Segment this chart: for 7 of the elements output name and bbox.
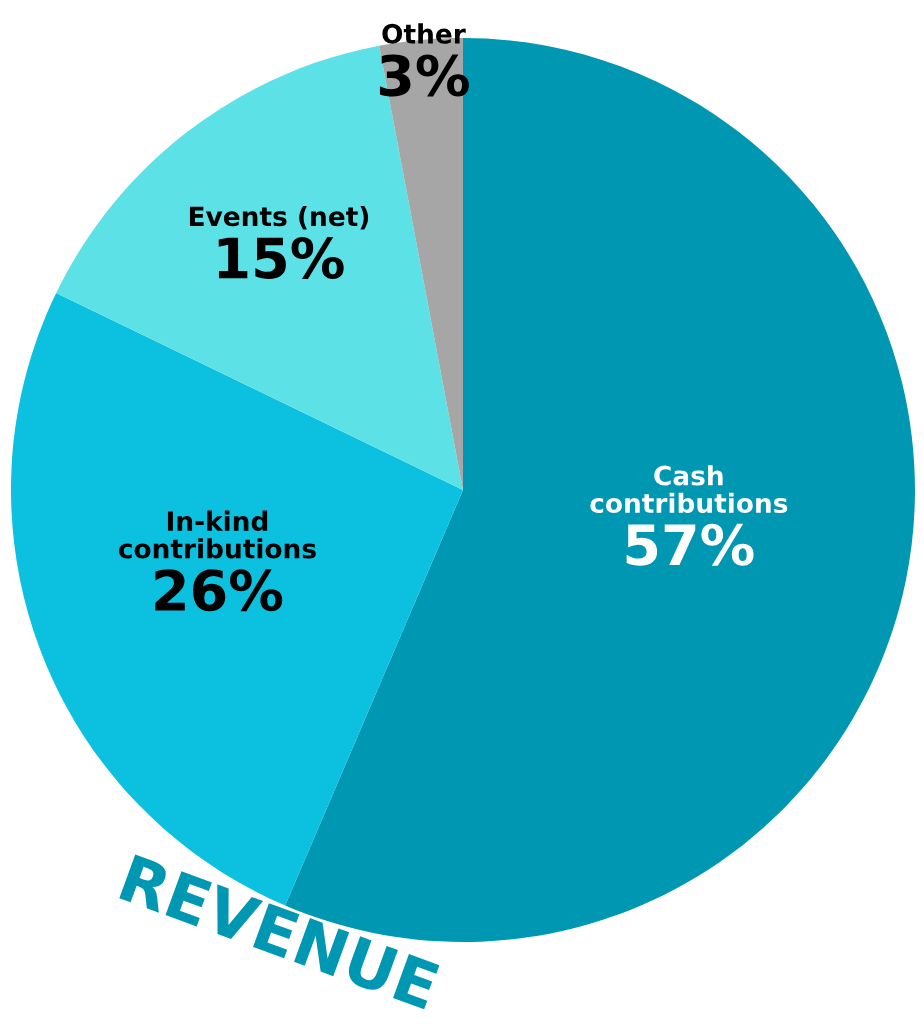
slice-label: In-kind contributions xyxy=(118,510,316,559)
slice-label: Cash contributions xyxy=(590,465,788,514)
data-label: 57% xyxy=(626,523,754,566)
data-label: 15% xyxy=(218,236,344,279)
slice-label: Other xyxy=(382,23,466,44)
slice-label: Events (net) xyxy=(189,205,369,230)
data-label: 26% xyxy=(155,569,283,612)
